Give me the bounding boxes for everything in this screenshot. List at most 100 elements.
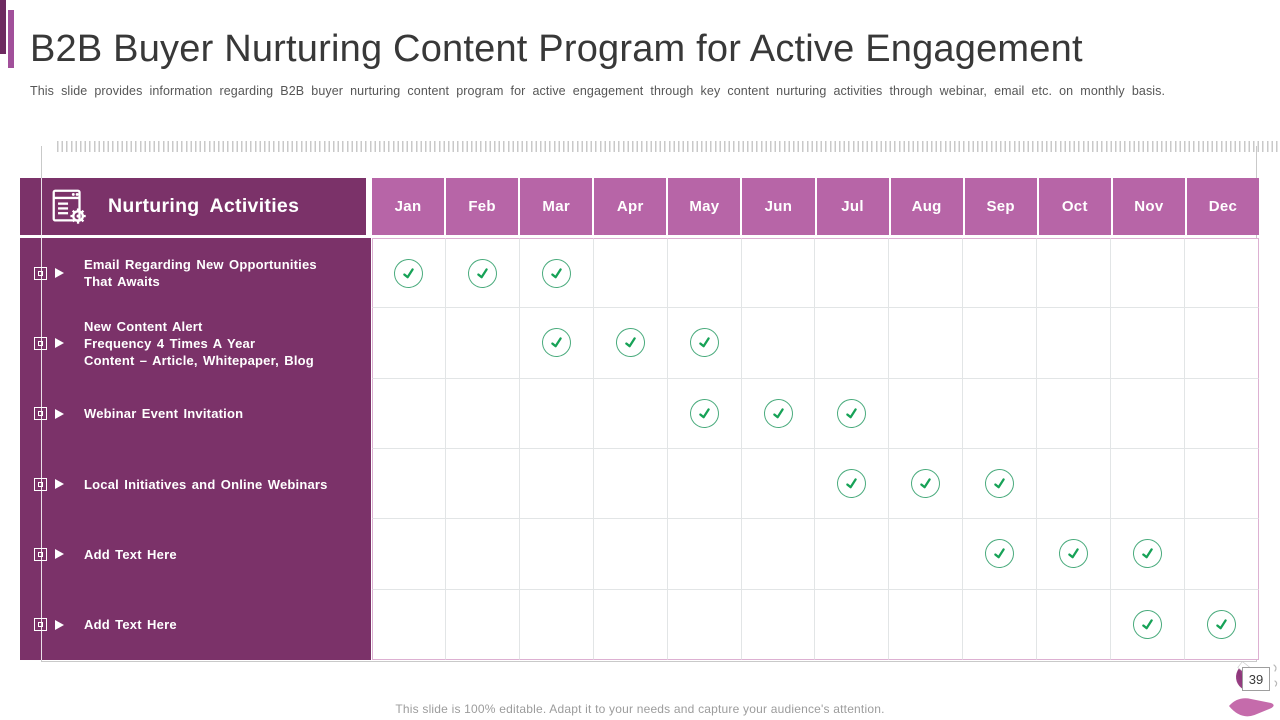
month-header-aug: Aug	[890, 178, 963, 235]
cell-row5-mar	[519, 519, 594, 590]
activity-label-cell: Add Text Here	[20, 589, 371, 660]
triangle-bullet-icon	[55, 619, 64, 630]
activities-header-label: Nurturing Activities	[108, 195, 300, 217]
cell-row2-oct	[1037, 308, 1112, 379]
accent-bar-dark	[0, 0, 6, 54]
cell-row2-dec	[1185, 308, 1259, 379]
cell-row6-aug	[889, 589, 964, 660]
month-header-mar: Mar	[520, 178, 593, 235]
check-icon	[1131, 608, 1164, 641]
activity-label: Webinar Event Invitation	[84, 406, 244, 422]
cell-row1-aug	[889, 238, 964, 309]
activity-label: Add Text Here	[84, 617, 177, 633]
triangle-bullet-icon	[55, 338, 64, 349]
cell-row3-jul	[815, 378, 890, 449]
cell-row2-jun	[741, 308, 816, 379]
sidebar-guide-line	[41, 178, 42, 660]
accent-bar-light	[8, 10, 14, 68]
cell-row1-dec	[1185, 238, 1259, 309]
cell-row4-nov	[1111, 448, 1186, 520]
activity-row-6: Add Text Here	[20, 589, 1259, 660]
check-icon	[392, 256, 426, 290]
triangle-bullet-icon	[55, 268, 64, 279]
cell-row6-jun	[741, 589, 816, 660]
check-icon	[909, 467, 943, 500]
activity-row-5: Add Text Here	[20, 519, 1259, 590]
check-icon	[761, 397, 795, 430]
footer-note: This slide is 100% editable. Adapt it to…	[395, 702, 885, 716]
month-header-apr: Apr	[594, 178, 667, 235]
cell-row5-sep	[963, 519, 1038, 590]
cell-row1-mar	[519, 238, 594, 309]
document-gear-icon	[52, 189, 86, 224]
cell-row4-dec	[1185, 448, 1259, 520]
cell-row5-may	[667, 519, 742, 590]
cell-row4-jan	[372, 448, 446, 520]
square-bullet-icon	[34, 266, 47, 280]
cell-row4-apr	[593, 448, 668, 520]
cell-row6-jan	[372, 589, 446, 660]
check-icon	[540, 256, 573, 290]
square-bullet-icon	[34, 477, 47, 491]
cell-row1-sep	[963, 238, 1038, 309]
cell-row3-mar	[519, 378, 594, 449]
activity-label-cell: Local Initiatives and Online Webinars	[20, 448, 371, 520]
activity-label-cell: New Content Alert Frequency 4 Times A Yea…	[20, 308, 371, 379]
cell-row4-may	[667, 448, 742, 520]
cell-row4-aug	[889, 448, 964, 520]
cell-row4-oct	[1037, 448, 1112, 520]
month-header-row: Jan Feb Mar Apr May Jun Jul Aug Sep Oct Nov Dec	[372, 178, 1259, 235]
check-icon	[466, 256, 499, 290]
cell-row1-nov	[1111, 238, 1186, 309]
cell-row3-nov	[1111, 378, 1186, 449]
cell-row2-apr	[593, 308, 668, 379]
cell-row5-jan	[372, 519, 446, 590]
tick-strip-decoration	[57, 141, 1280, 152]
month-header-oct: Oct	[1038, 178, 1111, 235]
activity-label-cell: Add Text Here	[20, 519, 371, 590]
table-header-row: Nurturing Activities Jan Feb Mar Apr May Jun J…	[20, 178, 1259, 235]
month-header-dec: Dec	[1186, 178, 1259, 235]
cell-row3-jan	[372, 378, 446, 449]
cell-row6-oct	[1037, 589, 1112, 660]
activity-row-2: New Content Alert Frequency 4 Times A Yea…	[20, 308, 1259, 379]
cell-row1-jun	[741, 238, 816, 309]
cell-row2-feb	[445, 308, 520, 379]
square-bullet-icon	[34, 407, 47, 421]
activity-label: Local Initiatives and Online Webinars	[84, 476, 328, 492]
cell-row6-nov	[1111, 589, 1186, 660]
check-icon	[1131, 537, 1164, 571]
square-bullet-icon	[34, 618, 47, 632]
check-icon	[983, 467, 1016, 500]
activity-label-cell: Webinar Event Invitation	[20, 378, 371, 449]
check-icon	[835, 397, 869, 430]
cell-row4-sep	[963, 448, 1038, 520]
cell-row3-feb	[445, 378, 520, 449]
activity-row-3: Webinar Event Invitation	[20, 378, 1259, 449]
cell-row1-may	[667, 238, 742, 309]
cell-row2-sep	[963, 308, 1038, 379]
cell-row2-aug	[889, 308, 964, 379]
cell-row5-dec	[1185, 519, 1259, 590]
cell-row1-jan	[372, 238, 446, 309]
check-icon	[1057, 537, 1090, 571]
square-bullet-icon	[34, 336, 47, 350]
cell-row4-feb	[445, 448, 520, 520]
triangle-bullet-icon	[55, 549, 64, 560]
triangle-bullet-icon	[55, 479, 64, 490]
check-icon	[687, 397, 721, 430]
cell-row2-mar	[519, 308, 594, 379]
cell-row3-sep	[963, 378, 1038, 449]
check-icon	[540, 326, 573, 360]
activity-label: Add Text Here	[84, 546, 177, 562]
cell-row1-apr	[593, 238, 668, 309]
cell-row2-nov	[1111, 308, 1186, 379]
activity-label-cell: Email Regarding New Opportunities That Aw…	[20, 238, 371, 309]
triangle-bullet-icon	[55, 408, 64, 419]
cell-row6-jul	[815, 589, 890, 660]
month-header-may: May	[668, 178, 741, 235]
check-icon	[983, 537, 1016, 571]
month-header-jul: Jul	[816, 178, 889, 235]
activity-row-4: Local Initiatives and Online Webinars	[20, 448, 1259, 520]
